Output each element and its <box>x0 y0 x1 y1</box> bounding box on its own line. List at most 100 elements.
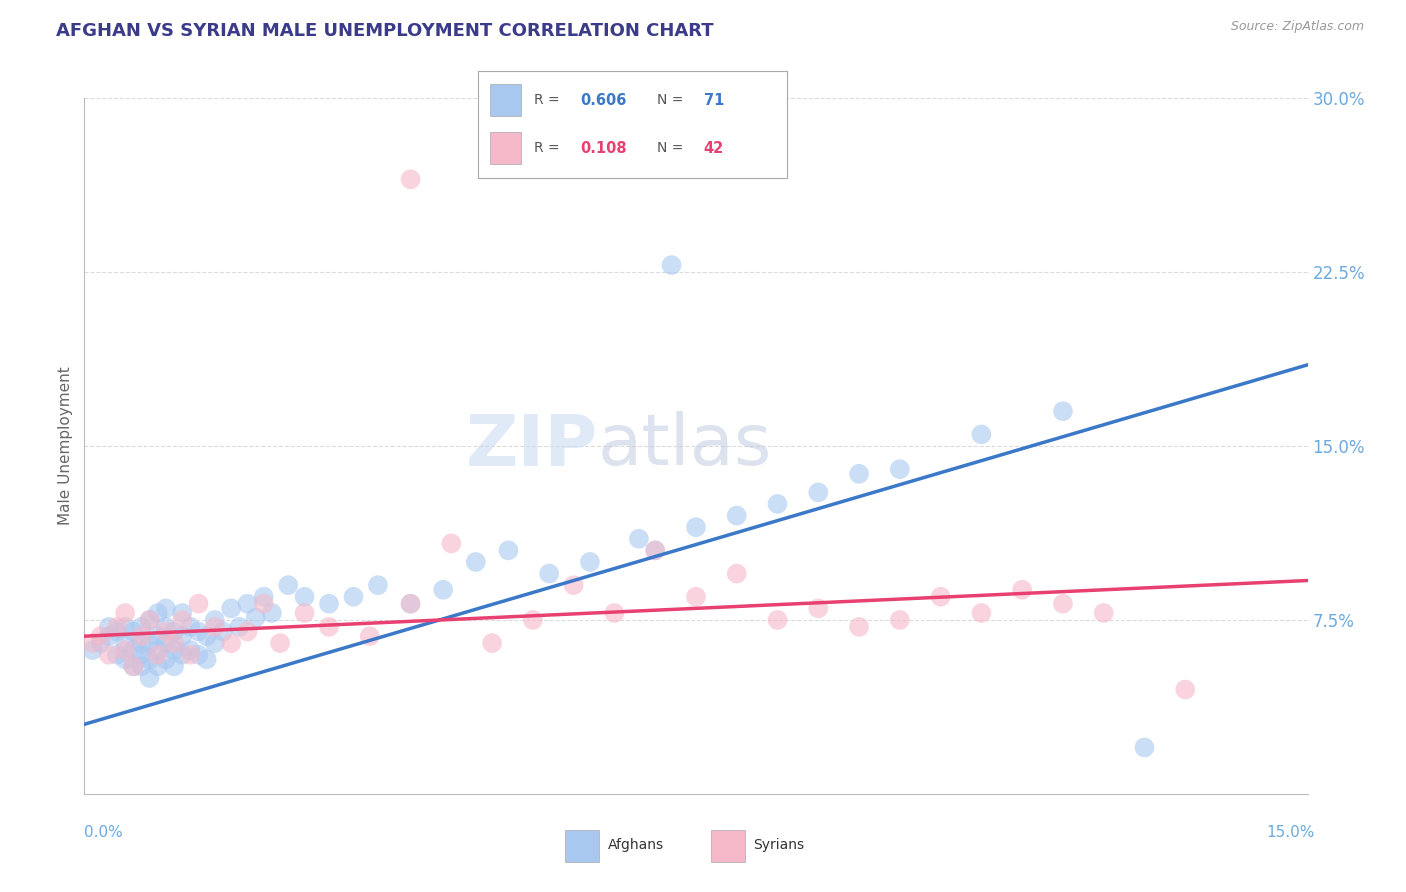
Point <box>1052 404 1074 418</box>
Point <box>685 590 707 604</box>
Point <box>122 659 145 673</box>
Point <box>138 636 160 650</box>
Text: ZIP: ZIP <box>465 411 598 481</box>
Text: atlas: atlas <box>598 411 772 481</box>
Text: R =: R = <box>534 94 564 107</box>
Point <box>195 652 218 666</box>
Text: R =: R = <box>534 142 564 155</box>
Text: 42: 42 <box>704 141 724 156</box>
Point <box>179 643 201 657</box>
Point <box>138 613 160 627</box>
Point <box>146 606 169 620</box>
Point <box>399 597 422 611</box>
Point <box>187 648 209 662</box>
Point <box>122 624 145 639</box>
Point <box>236 624 259 639</box>
Point <box>766 497 789 511</box>
Point <box>179 648 201 662</box>
Point <box>725 566 748 581</box>
Point <box>146 629 169 643</box>
Point <box>725 508 748 523</box>
Point <box>172 613 194 627</box>
Point <box>122 643 145 657</box>
Bar <box>711 830 745 863</box>
Point <box>807 601 830 615</box>
Point <box>172 629 194 643</box>
Point <box>889 613 911 627</box>
Bar <box>565 830 599 863</box>
Point <box>204 613 226 627</box>
Point <box>522 613 544 627</box>
Point <box>627 532 650 546</box>
Point <box>163 624 186 639</box>
Point <box>131 659 153 673</box>
Point <box>318 597 340 611</box>
Point <box>228 620 250 634</box>
Point <box>929 590 952 604</box>
Point <box>661 258 683 272</box>
Text: AFGHAN VS SYRIAN MALE UNEMPLOYMENT CORRELATION CHART: AFGHAN VS SYRIAN MALE UNEMPLOYMENT CORRE… <box>56 22 714 40</box>
Point <box>562 578 585 592</box>
Y-axis label: Male Unemployment: Male Unemployment <box>58 367 73 525</box>
Point <box>294 590 316 604</box>
Point <box>82 643 104 657</box>
Point <box>187 624 209 639</box>
Point <box>807 485 830 500</box>
Text: N =: N = <box>658 94 688 107</box>
Point <box>114 652 136 666</box>
Point <box>432 582 454 597</box>
Point <box>195 629 218 643</box>
Point <box>253 590 276 604</box>
Point <box>90 629 112 643</box>
Point <box>155 601 177 615</box>
Point <box>359 629 381 643</box>
Point <box>163 643 186 657</box>
Point <box>1092 606 1115 620</box>
Point <box>155 624 177 639</box>
Point <box>204 620 226 634</box>
Point <box>277 578 299 592</box>
Point <box>342 590 364 604</box>
Text: 0.108: 0.108 <box>581 141 627 156</box>
Point <box>97 620 120 634</box>
Point <box>236 597 259 611</box>
Point <box>155 652 177 666</box>
Point <box>481 636 503 650</box>
Point <box>204 636 226 650</box>
Point <box>399 172 422 186</box>
Point <box>131 648 153 662</box>
Point <box>766 613 789 627</box>
Point <box>1011 582 1033 597</box>
Point <box>1052 597 1074 611</box>
Point <box>260 606 283 620</box>
Point <box>848 620 870 634</box>
Point <box>138 652 160 666</box>
Bar <box>491 132 522 164</box>
Point <box>131 620 153 634</box>
Point <box>399 597 422 611</box>
Text: 71: 71 <box>704 93 724 108</box>
Point <box>1133 740 1156 755</box>
Point <box>464 555 486 569</box>
Point <box>212 624 235 639</box>
Point <box>498 543 520 558</box>
Point <box>82 636 104 650</box>
Point <box>970 427 993 442</box>
Point <box>146 643 169 657</box>
Point <box>105 620 128 634</box>
Text: 0.606: 0.606 <box>581 93 627 108</box>
Point <box>146 648 169 662</box>
Point <box>97 648 120 662</box>
Point <box>187 597 209 611</box>
Point <box>269 636 291 650</box>
Point <box>579 555 602 569</box>
Point <box>90 636 112 650</box>
Point <box>114 643 136 657</box>
Point <box>114 606 136 620</box>
Point <box>138 671 160 685</box>
Point <box>138 613 160 627</box>
Point <box>131 636 153 650</box>
Point <box>179 620 201 634</box>
Point <box>105 624 128 639</box>
Point <box>131 629 153 643</box>
